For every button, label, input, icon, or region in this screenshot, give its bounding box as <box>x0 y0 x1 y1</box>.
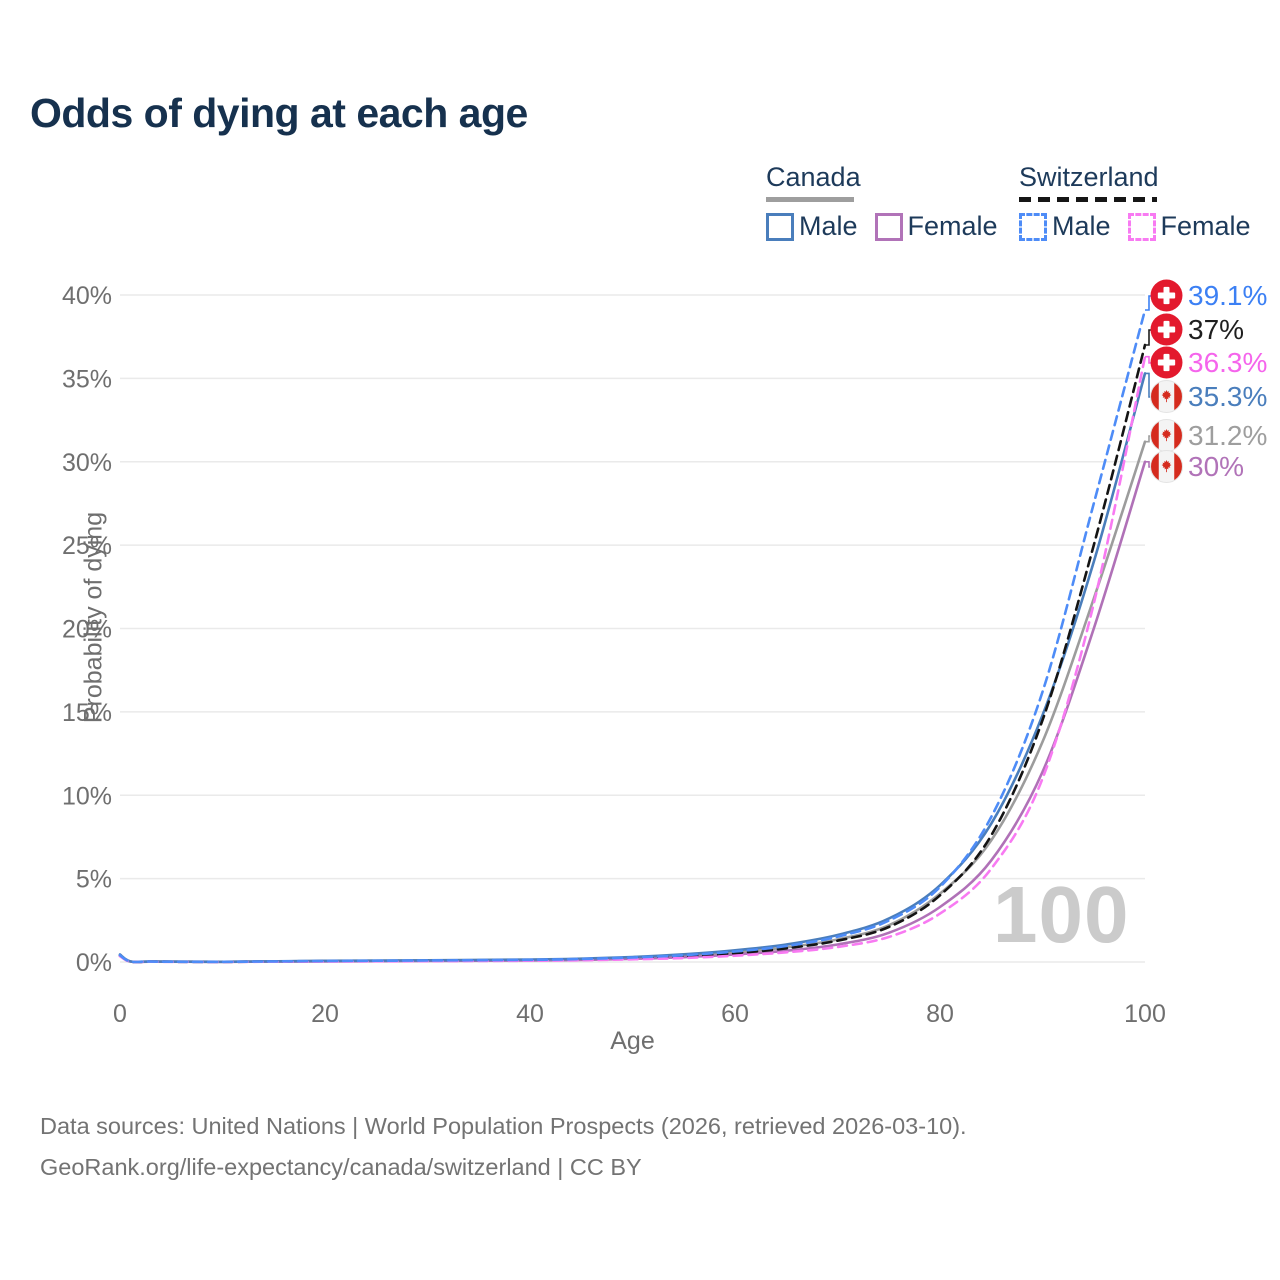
x-tick-label: 20 <box>311 1000 339 1028</box>
legend-group-canada: Canada Male Female <box>766 162 998 242</box>
y-tick-label: 0% <box>76 949 112 977</box>
end-label-connector <box>1145 435 1155 443</box>
x-tick-label: 80 <box>926 1000 954 1028</box>
end-label-connector <box>1145 329 1155 346</box>
legend-header-switzerland: Switzerland <box>1019 162 1159 192</box>
y-tick-label: 35% <box>62 365 112 393</box>
legend-group-switzerland: Switzerland Male Female <box>1019 162 1251 242</box>
legend-item-switzerland-female[interactable]: Female <box>1127 211 1251 242</box>
legend-item-label: Male <box>1052 211 1111 241</box>
canada-solid-line-sample-icon <box>766 197 854 202</box>
source-attribution: Data sources: United Nations | World Pop… <box>40 1106 967 1188</box>
y-tick-label: 5% <box>76 866 112 894</box>
y-tick-label: 25% <box>62 532 112 560</box>
source-line-1: Data sources: United Nations | World Pop… <box>40 1113 967 1139</box>
series-line-canada-total <box>118 440 1147 964</box>
switzerland-dashed-line-sample-icon <box>1019 197 1157 202</box>
x-tick-label: 40 <box>516 1000 544 1028</box>
canada-male-swatch-icon <box>766 212 794 241</box>
end-label-connector <box>1145 372 1155 398</box>
page-title: Odds of dying at each age <box>30 90 528 136</box>
y-tick-label: 20% <box>62 616 112 644</box>
end-label-connector <box>1145 295 1155 311</box>
age-watermark: 100 <box>993 870 1130 959</box>
y-tick-label: 40% <box>62 282 112 310</box>
x-tick-label: 0 <box>113 1000 127 1028</box>
x-tick-label: 100 <box>1124 1000 1166 1028</box>
legend-item-label: Male <box>799 211 858 241</box>
legend-item-canada-female[interactable]: Female <box>874 211 998 242</box>
x-tick-label: 60 <box>721 1000 749 1028</box>
end-label-connector <box>1145 355 1155 364</box>
source-line-2: GeoRank.org/life-expectancy/canada/switz… <box>40 1154 642 1180</box>
y-tick-label: 10% <box>62 782 112 810</box>
legend-item-switzerland-male[interactable]: Male <box>1019 211 1111 242</box>
switzerland-male-swatch-icon <box>1019 212 1047 241</box>
y-axis-title: Probability of dying <box>79 511 108 724</box>
legend-header-canada: Canada <box>766 162 861 192</box>
end-label-connector <box>1145 461 1155 468</box>
y-tick-label: 15% <box>62 699 112 727</box>
legend-item-label: Female <box>907 211 998 241</box>
series-line-switzerland-female <box>118 355 1147 964</box>
series-line-switzerland-male <box>118 308 1147 964</box>
x-axis-title: Age <box>610 1027 654 1055</box>
switzerland-female-swatch-icon <box>1127 212 1156 241</box>
series-line-switzerland-total <box>118 343 1147 964</box>
legend-item-canada-male[interactable]: Male <box>766 211 858 242</box>
y-tick-label: 30% <box>62 449 112 477</box>
legend-item-label: Female <box>1160 211 1251 241</box>
canada-female-swatch-icon <box>874 212 903 241</box>
